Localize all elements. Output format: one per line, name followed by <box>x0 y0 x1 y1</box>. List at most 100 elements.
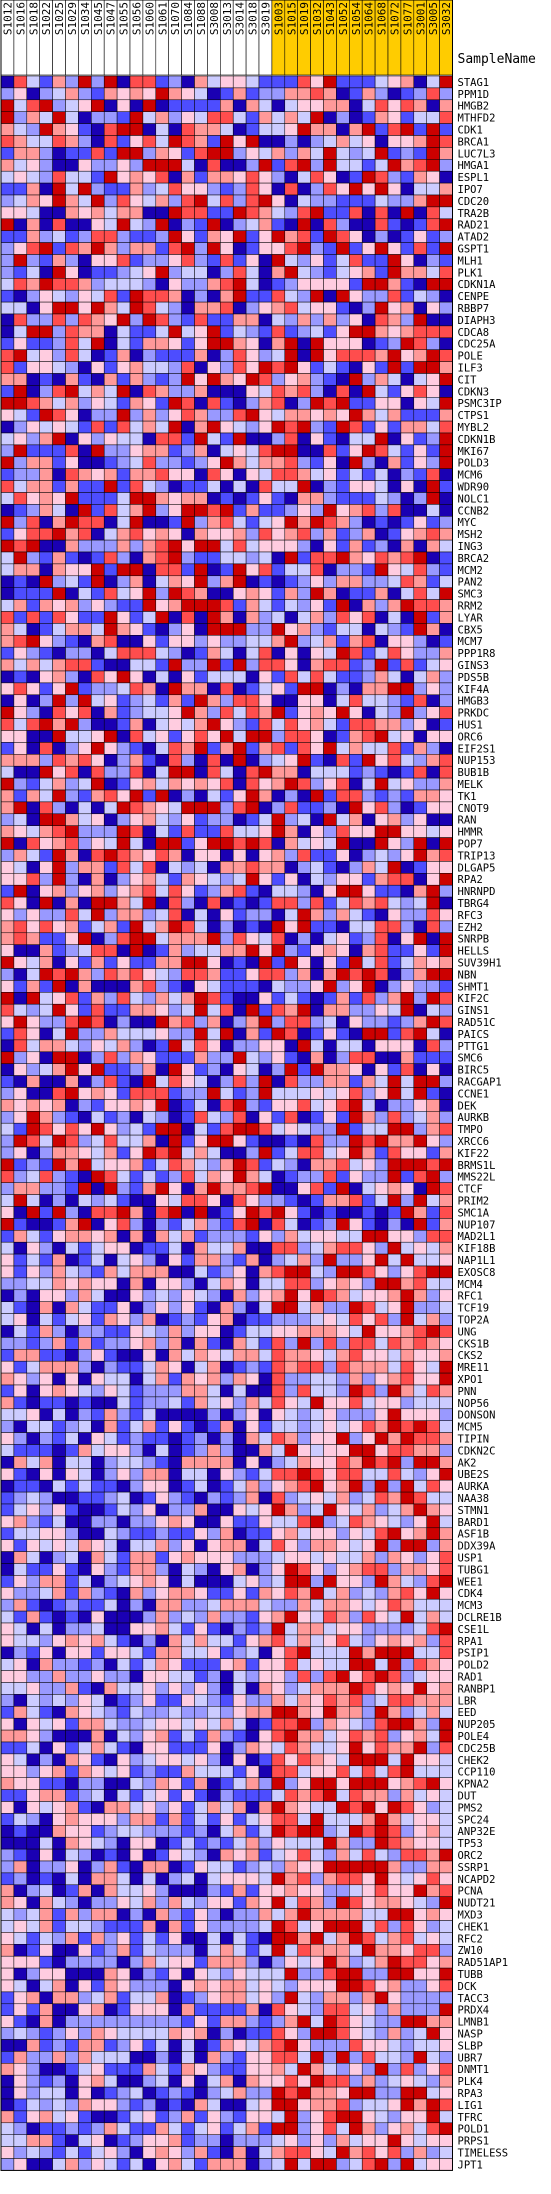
gene-label: DDX39A <box>458 1541 497 1553</box>
heatmap-cell <box>207 1456 221 1469</box>
sample-label: S1032 <box>311 2 324 35</box>
heatmap-cell <box>194 873 208 886</box>
heatmap-cell <box>284 1253 298 1267</box>
heatmap-cell <box>52 1051 66 1064</box>
heatmap-cell <box>439 813 453 826</box>
heatmap-cell <box>361 123 376 136</box>
heatmap-cell <box>349 1408 363 1421</box>
heatmap-cell <box>129 1515 144 1529</box>
heatmap-cell <box>181 504 195 517</box>
heatmap-cell <box>181 1670 195 1683</box>
heatmap-cell <box>297 932 311 945</box>
heatmap-cell <box>297 1563 311 1576</box>
heatmap-cell <box>220 1325 234 1338</box>
heatmap-cell <box>413 492 427 505</box>
heatmap-cell <box>271 932 286 945</box>
heatmap-cell <box>374 1218 389 1231</box>
heatmap-cell <box>26 1325 40 1338</box>
heatmap-cell <box>0 1241 15 1255</box>
heatmap-cell <box>232 397 247 410</box>
heatmap-cell <box>52 682 66 696</box>
heatmap-cell <box>400 1479 415 1493</box>
heatmap-cell <box>116 861 131 874</box>
heatmap-cell <box>129 730 144 743</box>
heatmap-cell <box>297 587 311 600</box>
heatmap-cell <box>78 1598 92 1612</box>
heatmap-cell <box>116 992 131 1005</box>
heatmap-cell <box>400 468 415 481</box>
heatmap-cell <box>271 1170 286 1183</box>
heatmap-cell <box>336 837 350 850</box>
heatmap-cell <box>271 670 286 684</box>
heatmap-cell <box>142 1111 157 1124</box>
heatmap-cell <box>361 1527 376 1540</box>
heatmap-cell <box>26 408 40 422</box>
heatmap-cell <box>39 1051 53 1064</box>
heatmap-cell <box>116 1479 131 1493</box>
heatmap-cell <box>155 694 169 707</box>
heatmap-cell <box>400 1622 415 1636</box>
heatmap-cell <box>194 1241 208 1255</box>
heatmap-cell <box>426 1027 440 1041</box>
heatmap-cell <box>168 1277 182 1291</box>
heatmap-cell <box>400 623 415 636</box>
heatmap-cell <box>0 1230 15 1243</box>
heatmap-cell <box>323 397 337 410</box>
heatmap-cell <box>258 1301 273 1314</box>
heatmap-cell <box>181 861 195 874</box>
heatmap-cell <box>52 1289 66 1302</box>
heatmap-cell <box>168 1051 182 1064</box>
heatmap-cell <box>129 837 144 850</box>
heatmap-cell <box>232 1206 247 1219</box>
heatmap-cell <box>245 230 260 243</box>
heatmap-cell <box>13 1468 28 1481</box>
heatmap-cell <box>400 1230 415 1243</box>
heatmap-cell <box>0 516 15 529</box>
heatmap-cell <box>258 1396 273 1410</box>
heatmap-cell <box>413 1075 427 1088</box>
heatmap-cell <box>271 1503 286 1517</box>
heatmap-cell <box>39 944 53 957</box>
heatmap-cell <box>413 1051 427 1064</box>
heatmap-cell <box>142 1206 157 1219</box>
heatmap-cell <box>78 1170 92 1183</box>
heatmap-cell <box>168 420 182 434</box>
heatmap-cell <box>116 135 131 148</box>
heatmap-cell <box>168 884 182 898</box>
heatmap-cell <box>220 266 234 279</box>
heatmap-cell <box>323 611 337 624</box>
heatmap-cell <box>361 1408 376 1421</box>
heatmap-cell <box>310 432 324 446</box>
heatmap-cell <box>258 1694 273 1707</box>
heatmap-cell <box>439 1170 453 1183</box>
heatmap-cell <box>155 1087 169 1100</box>
heatmap-cell <box>194 1360 208 1374</box>
heatmap-cell <box>91 313 105 327</box>
heatmap-cell <box>142 682 157 696</box>
sample-label: S1025 <box>53 2 66 35</box>
heatmap-cell <box>65 111 79 124</box>
heatmap-cell <box>220 575 234 588</box>
heatmap-cell <box>439 492 453 505</box>
gene-label: POLD3 <box>458 458 490 470</box>
heatmap-cell <box>220 563 234 577</box>
heatmap-cell <box>310 1003 324 1017</box>
heatmap-cell <box>349 1111 363 1124</box>
heatmap-cell <box>142 1491 157 1505</box>
heatmap-cell <box>349 337 363 350</box>
heatmap-cell <box>168 218 182 231</box>
heatmap-cell <box>245 992 260 1005</box>
heatmap-cell <box>116 873 131 886</box>
heatmap-cell <box>374 1479 389 1493</box>
heatmap-cell <box>26 1063 40 1076</box>
heatmap-cell <box>103 944 118 957</box>
heatmap-cell <box>349 194 363 208</box>
heatmap-cell <box>387 1456 402 1469</box>
gene-label: MCM4 <box>458 1279 483 1291</box>
heatmap-cell <box>194 1503 208 1517</box>
heatmap-cell <box>349 1194 363 1207</box>
heatmap-cell <box>155 1563 169 1576</box>
heatmap-cell <box>65 1563 79 1576</box>
heatmap-cell <box>297 289 311 303</box>
heatmap-cell <box>52 706 66 719</box>
